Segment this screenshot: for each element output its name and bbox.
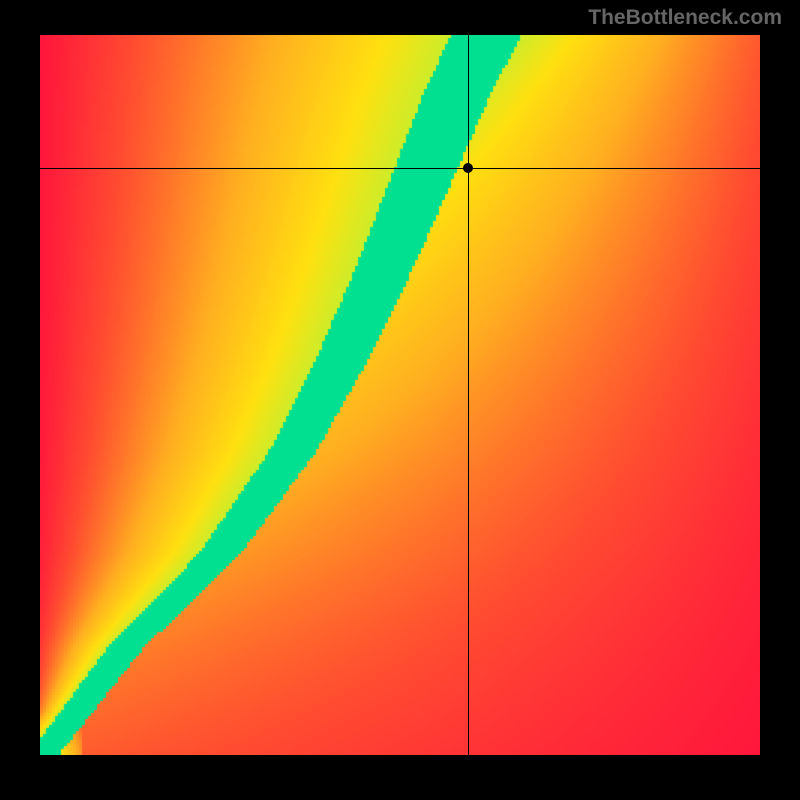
crosshair-horizontal	[40, 168, 760, 169]
bottleneck-heatmap	[40, 35, 760, 755]
watermark-text: TheBottleneck.com	[588, 6, 782, 30]
crosshair-point	[463, 163, 473, 173]
crosshair-vertical	[468, 35, 469, 755]
heatmap-canvas	[40, 35, 760, 755]
